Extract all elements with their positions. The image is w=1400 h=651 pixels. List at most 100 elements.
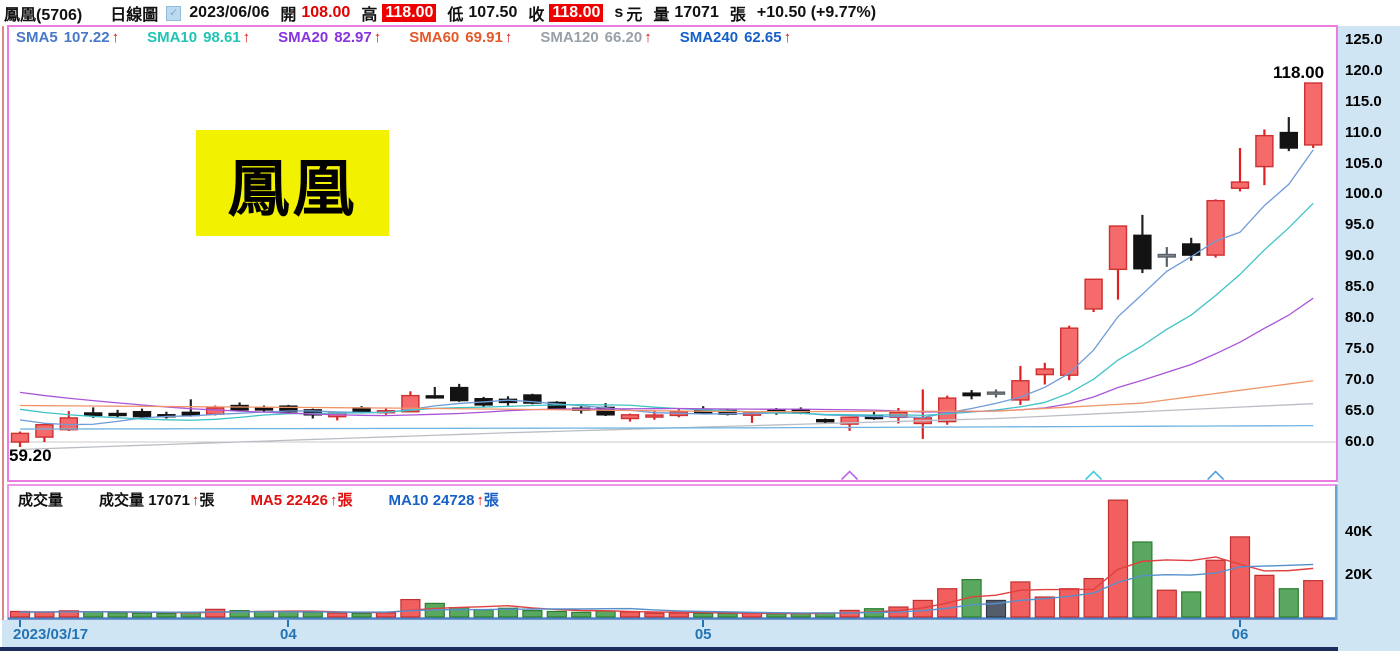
open-label: 開 bbox=[280, 7, 297, 24]
volume-bar bbox=[278, 611, 299, 618]
volume-bar bbox=[131, 612, 153, 618]
price-sma240-line bbox=[19, 424, 1314, 430]
candle-body bbox=[986, 391, 1006, 395]
candle-body bbox=[1303, 82, 1323, 146]
volume-bar bbox=[1132, 541, 1153, 618]
price-axis-label: 60.0 bbox=[1345, 433, 1375, 451]
candle-body bbox=[1108, 225, 1128, 271]
volume-bar bbox=[1083, 577, 1104, 618]
candle-body bbox=[10, 432, 30, 443]
price-sma5-line bbox=[19, 149, 1314, 426]
low-label: 低 bbox=[447, 7, 464, 24]
low-price-annotation: 59.20 bbox=[9, 446, 52, 465]
candle-body bbox=[1035, 368, 1055, 376]
candle-body bbox=[425, 395, 444, 399]
volume-bar bbox=[668, 612, 689, 618]
volume-bar bbox=[571, 611, 592, 618]
price-axis-label: 125.0 bbox=[1345, 30, 1383, 48]
volume-bar bbox=[229, 610, 250, 618]
volume-bar bbox=[34, 611, 55, 618]
volume-ma10-line bbox=[19, 563, 1314, 614]
volume-bar bbox=[497, 607, 519, 618]
price-axis-label: 105.0 bbox=[1345, 154, 1383, 172]
up-arrow-icon: ↑ bbox=[373, 29, 382, 46]
candle-body bbox=[1157, 253, 1177, 258]
candle-body bbox=[1084, 278, 1103, 310]
price-axis-label: 120.0 bbox=[1345, 61, 1383, 79]
volume-bar bbox=[1059, 588, 1080, 618]
candle-body bbox=[132, 411, 152, 418]
date-tick-mark bbox=[1239, 620, 1241, 627]
up-arrow-icon: ↑ bbox=[242, 29, 251, 46]
volume-bar bbox=[839, 609, 860, 618]
close-value: 118.00 bbox=[549, 4, 604, 22]
candle-body bbox=[303, 409, 322, 416]
price-axis-label: 115.0 bbox=[1345, 92, 1382, 110]
candle-body bbox=[279, 405, 298, 413]
price-axis-label: 75.0 bbox=[1345, 340, 1375, 358]
volume-bar bbox=[400, 598, 421, 618]
volume-bar bbox=[1107, 499, 1129, 618]
price-sma60-line bbox=[19, 380, 1314, 413]
candle-body bbox=[1181, 243, 1201, 256]
stock-name-watermark: 鳳凰 bbox=[196, 130, 389, 236]
high-label: 高 bbox=[361, 7, 378, 24]
up-arrow-icon: ↑ bbox=[111, 29, 120, 46]
candle-body bbox=[620, 414, 640, 420]
volume-bar bbox=[1205, 559, 1226, 618]
date-axis-label: 2023/03/17 bbox=[13, 626, 89, 643]
candle-body bbox=[840, 416, 859, 425]
price-axis-label: 100.0 bbox=[1345, 185, 1383, 203]
volume-bar bbox=[717, 612, 738, 618]
up-arrow-icon: ↑ bbox=[783, 29, 792, 46]
unit-yuan: 元 bbox=[626, 7, 643, 24]
volume-bar bbox=[1303, 580, 1324, 618]
volume-bar bbox=[83, 611, 104, 618]
volume-bar bbox=[1278, 588, 1299, 618]
sma60-indicator: SMA60 69.91 ↑ bbox=[409, 29, 513, 46]
volume-axis-label: 40K bbox=[1345, 523, 1373, 540]
candle-body bbox=[962, 392, 981, 397]
price-axis-label: 110.0 bbox=[1345, 123, 1382, 141]
sma10-indicator: SMA10 98.61 ↑ bbox=[147, 29, 251, 46]
volume-bar bbox=[1156, 589, 1177, 618]
unit-s: s bbox=[614, 4, 624, 21]
volume-axis-label: 20K bbox=[1345, 565, 1373, 583]
bottom-frame-bar bbox=[0, 647, 1400, 651]
volume-bar bbox=[205, 608, 226, 618]
checkbox-icon[interactable]: ✓ bbox=[166, 5, 182, 21]
date-tick-mark bbox=[19, 620, 21, 627]
volume-ma10-readout: MA10 24728 ↑張 bbox=[388, 492, 499, 509]
sma20-indicator: SMA20 82.97 ↑ bbox=[278, 29, 382, 46]
volume-bar bbox=[327, 612, 348, 618]
price-axis-label: 70.0 bbox=[1345, 371, 1375, 389]
price-sma10-line bbox=[19, 202, 1314, 421]
date-axis-strip: 2023/03/17 04 05 06 bbox=[2, 620, 1338, 647]
volume-label: 量 bbox=[653, 7, 670, 24]
high-value: 118.00 bbox=[382, 4, 437, 22]
price-axis-column: 125.0 120.0 115.0 110.0 105.0 100.0 95.0 90.0 85… bbox=[1338, 26, 1400, 651]
date-axis-label: 05 bbox=[694, 626, 712, 643]
sma-legend-row: SMA5 107.22 ↑ SMA10 98.61 ↑ SMA20 82.97 ↑ SMA60 69… bbox=[16, 29, 791, 46]
price-axis-label: 85.0 bbox=[1345, 278, 1375, 296]
volume-bar bbox=[1229, 536, 1251, 618]
chart-type-label[interactable]: 日線圖 bbox=[110, 7, 159, 24]
close-label: 收 bbox=[528, 7, 545, 24]
volume-bar bbox=[473, 609, 494, 618]
volume-ma5-readout: MA5 22426 ↑張 bbox=[250, 492, 353, 509]
candle-body bbox=[1206, 199, 1225, 256]
up-arrow-icon: ↑ bbox=[504, 29, 513, 46]
volume-series-readout: 成交量 17071 ↑張 bbox=[99, 492, 215, 509]
signal-marker-icon bbox=[1207, 470, 1225, 481]
candle-body bbox=[1059, 327, 1079, 376]
volume-value: 17071 bbox=[674, 4, 719, 21]
up-arrow-icon: ↑ bbox=[330, 492, 338, 509]
volume-pane-title: 成交量 bbox=[18, 492, 64, 509]
price-sma20-line bbox=[19, 297, 1314, 417]
volume-bar bbox=[156, 612, 177, 618]
volume-bar bbox=[595, 610, 616, 618]
date-tick-mark bbox=[287, 620, 290, 627]
